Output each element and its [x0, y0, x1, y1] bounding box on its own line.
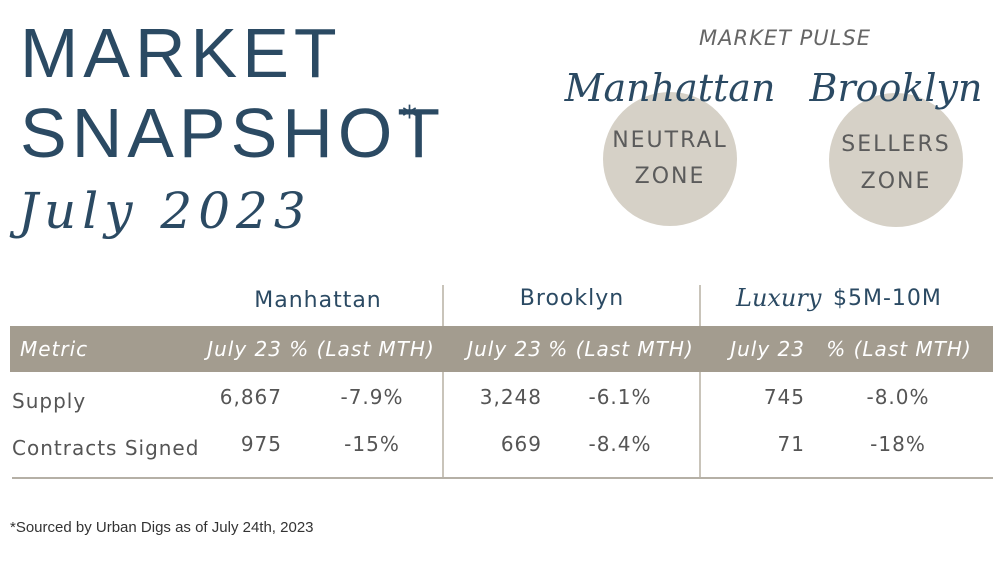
- cell-value: 669: [500, 432, 542, 456]
- divider: [699, 285, 701, 478]
- zone-circle: [603, 92, 737, 226]
- cell-value: -8.0%: [866, 385, 930, 409]
- column-header: Metric: [20, 337, 89, 361]
- divider: [442, 285, 444, 478]
- cell-value: 3,248: [479, 385, 542, 409]
- zone-circle: [829, 93, 963, 227]
- row-label: Contracts Signed: [12, 436, 200, 460]
- group-header: Brooklyn: [519, 286, 625, 311]
- column-header: % (Last MTH): [548, 337, 694, 361]
- zone-city: Manhattan: [564, 66, 776, 110]
- column-header: % (Last MTH): [289, 337, 435, 361]
- title-line: SNAPSHOT: [20, 94, 446, 172]
- row-label: Supply: [12, 389, 87, 413]
- cell-value: -6.1%: [588, 385, 652, 409]
- footnote: *Sourced by Urban Digs as of July 24th, …: [10, 519, 314, 536]
- column-header: July 23: [207, 337, 282, 361]
- zone-text: ZONE: [860, 169, 932, 194]
- group-header-script: Luxury: [736, 284, 822, 312]
- column-header: July 23: [467, 337, 542, 361]
- asterisk: *: [402, 100, 417, 135]
- cell-value: 745: [763, 385, 805, 409]
- date: July 2023: [18, 182, 312, 240]
- cell-value: 975: [240, 432, 282, 456]
- group-header: Manhattan: [254, 288, 382, 313]
- header-bar: [10, 326, 993, 372]
- cell-value: -8.4%: [588, 432, 652, 456]
- group-header: $5M-10M: [833, 286, 942, 311]
- title-line: MARKET: [20, 14, 342, 92]
- zone-text: ZONE: [634, 164, 706, 189]
- cell-value: 71: [777, 432, 805, 456]
- pulse-label: MARKET PULSE: [699, 26, 871, 50]
- column-header: July 23: [730, 337, 805, 361]
- zone-text: SELLERS: [841, 132, 951, 157]
- rule: [12, 477, 993, 479]
- cell-value: -7.9%: [340, 385, 404, 409]
- cell-value: 6,867: [219, 385, 282, 409]
- cell-value: -15%: [344, 432, 400, 456]
- zone-city: Brooklyn: [809, 66, 983, 110]
- zone-text: NEUTRAL: [612, 128, 728, 153]
- column-header: % (Last MTH): [826, 337, 972, 361]
- cell-value: -18%: [870, 432, 926, 456]
